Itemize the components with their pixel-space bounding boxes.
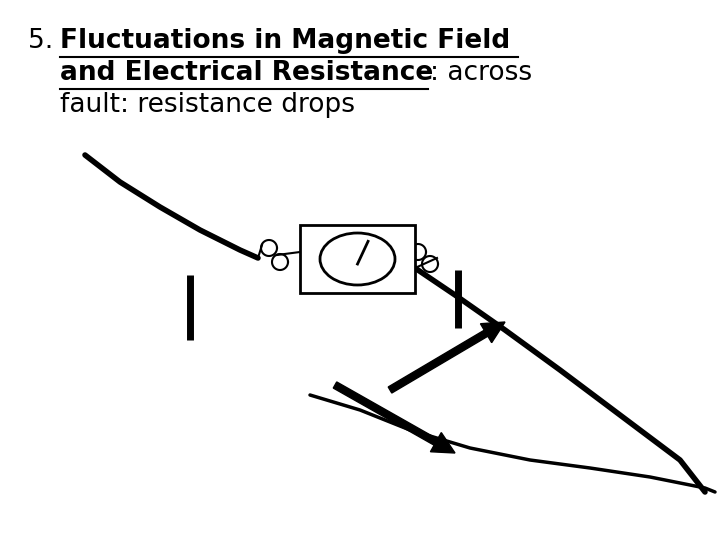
Bar [300, 225, 415, 293]
Ellipse shape [320, 233, 395, 285]
FancyArrow shape [333, 382, 455, 453]
Text: : across: : across [430, 60, 532, 86]
Text: fault: resistance drops: fault: resistance drops [60, 92, 355, 118]
Text: and Electrical Resistance: and Electrical Resistance [60, 60, 433, 86]
FancyArrow shape [388, 322, 505, 393]
Text: Fluctuations in Magnetic Field: Fluctuations in Magnetic Field [60, 28, 510, 54]
Text: 5.: 5. [28, 28, 62, 54]
